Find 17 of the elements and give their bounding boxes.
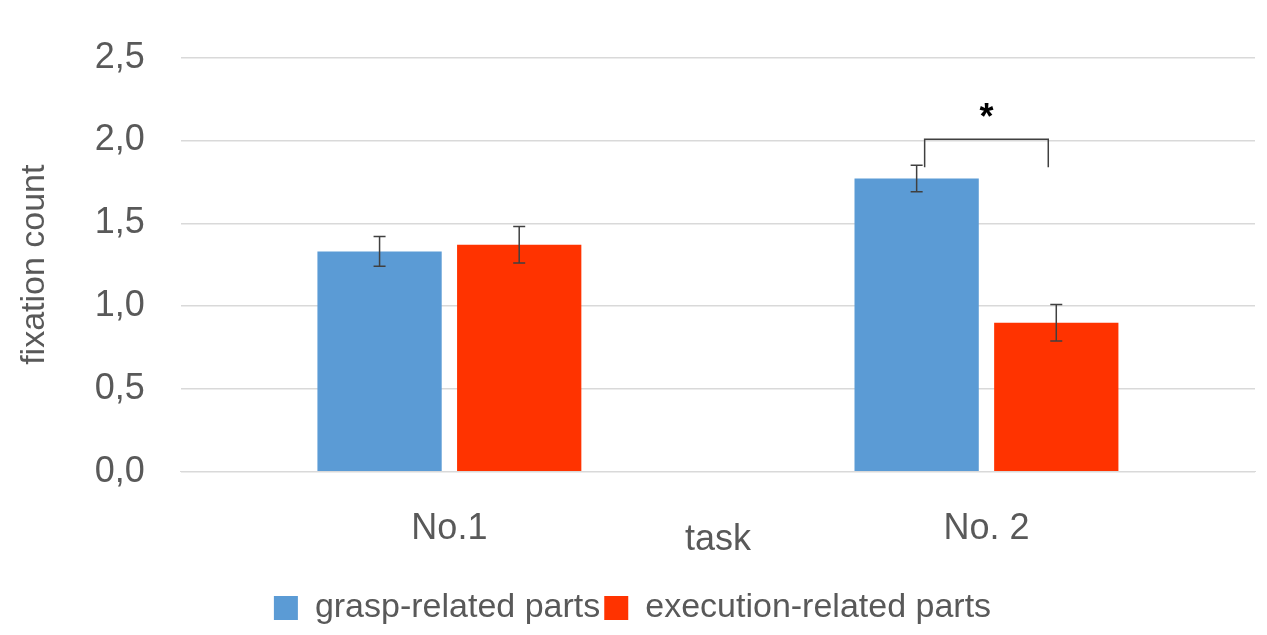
y-tick-label: 2,5 xyxy=(94,34,145,76)
bar xyxy=(457,244,582,472)
annotation: * xyxy=(979,96,994,138)
y-tick-label: 0,0 xyxy=(94,448,145,490)
y-tick-label: 1,0 xyxy=(94,283,145,325)
y-tick-label: 0,5 xyxy=(94,365,145,407)
legend-label: execution-related parts xyxy=(645,586,992,625)
legend-label: grasp-related parts xyxy=(314,586,601,625)
bar xyxy=(317,251,442,472)
x-tick-label: No.1 xyxy=(411,506,488,548)
y-axis-title: fixation count xyxy=(12,163,51,365)
y-tick-label: 2,0 xyxy=(94,117,145,159)
x-tick-label: No. 2 xyxy=(943,506,1030,548)
x-axis-title: task xyxy=(684,516,752,558)
bar xyxy=(854,178,979,472)
y-tick-label: 1,5 xyxy=(94,200,145,242)
bar xyxy=(994,322,1119,472)
